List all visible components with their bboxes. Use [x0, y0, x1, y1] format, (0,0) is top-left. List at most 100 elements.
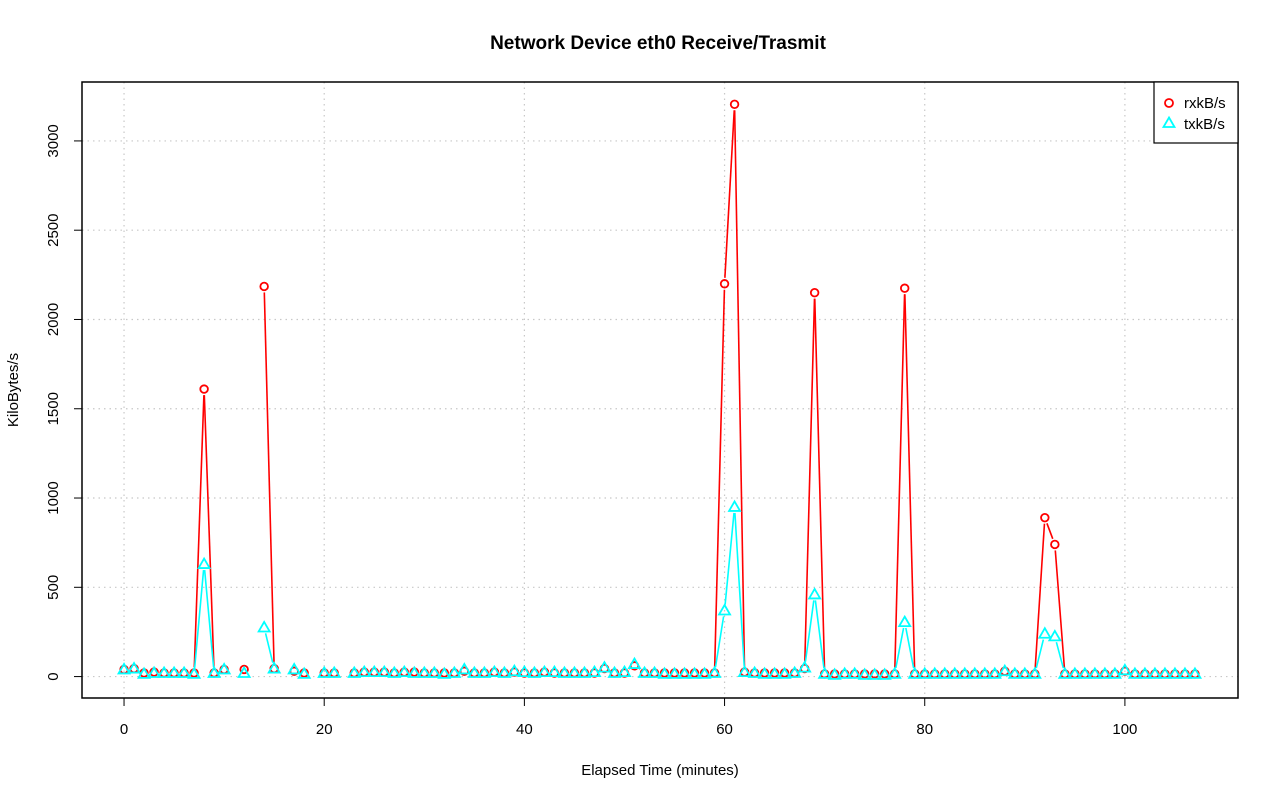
data-point-tx — [1067, 666, 1082, 679]
data-point-tx — [747, 665, 762, 678]
series-segment — [814, 600, 825, 669]
plot-series — [116, 99, 1203, 680]
series-segment — [724, 512, 735, 605]
data-point-tx — [957, 666, 972, 679]
data-point-tx — [297, 666, 312, 679]
data-point-tx — [527, 665, 542, 678]
data-point-tx — [487, 664, 502, 678]
legend-tx-marker — [1161, 115, 1177, 128]
data-point-tx — [377, 664, 392, 678]
data-point-tx — [1047, 629, 1062, 642]
data-point-tx — [857, 667, 872, 680]
data-point-tx — [727, 499, 742, 512]
data-point-tx — [467, 665, 482, 678]
y-tick-label: 1500 — [45, 392, 62, 425]
data-point-tx — [877, 667, 892, 680]
data-point-tx — [387, 665, 402, 678]
series-segment — [895, 627, 905, 669]
series-segment — [1035, 639, 1045, 669]
data-point-tx — [927, 666, 942, 679]
data-point-tx — [457, 662, 472, 675]
data-point-tx — [1137, 666, 1152, 679]
data-point-tx — [757, 666, 772, 679]
data-point-tx — [407, 665, 422, 678]
y-tick-label: 2500 — [45, 214, 62, 247]
series-segment — [813, 298, 826, 668]
data-point-tx — [707, 665, 722, 678]
data-point-tx — [1187, 666, 1203, 679]
grid — [82, 82, 1238, 698]
series-segment — [203, 395, 215, 668]
data-point-tx — [367, 664, 382, 678]
data-point-rx — [1050, 539, 1060, 550]
data-point-tx — [677, 666, 692, 679]
series-segment — [193, 395, 205, 668]
data-point-tx — [507, 663, 522, 677]
data-point-tx — [1017, 666, 1032, 679]
series-segment — [804, 600, 815, 662]
data-point-tx — [347, 665, 362, 678]
data-point-tx — [126, 661, 142, 674]
data-point-tx — [737, 664, 752, 678]
series-segment — [1054, 550, 1066, 668]
data-point-tx — [287, 662, 302, 675]
data-point-tx — [136, 666, 152, 679]
data-point-rx — [900, 283, 910, 293]
y-axis-label: KiloBytes/s — [5, 353, 22, 427]
data-point-tx — [1107, 666, 1122, 679]
data-point-tx — [477, 665, 492, 678]
data-point-tx — [1127, 666, 1142, 679]
data-point-tx — [987, 666, 1002, 679]
data-point-tx — [997, 663, 1012, 677]
data-point-tx — [867, 667, 882, 680]
data-point-tx — [317, 665, 332, 678]
data-point-tx — [157, 665, 172, 678]
data-point-tx — [657, 666, 672, 679]
x-tick-label: 20 — [316, 721, 333, 738]
data-point-tx — [257, 620, 272, 633]
data-point-rx — [809, 287, 820, 298]
data-point-tx — [967, 666, 982, 679]
data-point-tx — [417, 665, 432, 678]
legend-tx-label: txkB/s — [1184, 116, 1225, 133]
data-point-tx — [167, 665, 182, 678]
data-point-tx — [207, 665, 222, 678]
data-point-tx — [1037, 626, 1052, 639]
data-point-rx — [729, 99, 740, 110]
data-point-tx — [947, 666, 962, 679]
data-point-tx — [1157, 666, 1172, 679]
data-point-tx — [897, 614, 912, 628]
legend-box — [1153, 81, 1239, 144]
data-point-tx — [687, 666, 702, 679]
data-point-tx — [497, 665, 512, 678]
data-point-tx — [837, 666, 852, 679]
data-point-rx — [239, 664, 249, 675]
series-segment — [734, 512, 746, 667]
data-point-tx — [697, 666, 712, 679]
data-point-tx — [537, 664, 552, 678]
series-rxkB/s — [119, 99, 1200, 679]
data-point-tx — [917, 666, 932, 679]
data-point-tx — [637, 665, 652, 678]
x-tick-label: 60 — [716, 721, 733, 738]
data-point-rx — [259, 281, 269, 292]
series-segment — [713, 289, 726, 668]
plot-frame — [81, 81, 1239, 699]
data-point-tx — [237, 665, 252, 678]
data-point-tx — [1077, 666, 1092, 679]
data-point-tx — [977, 666, 992, 679]
series-segment — [1034, 523, 1046, 668]
data-point-tx — [197, 556, 212, 569]
data-point-tx — [397, 664, 412, 678]
data-point-tx — [1167, 666, 1183, 679]
data-point-tx — [187, 666, 202, 679]
data-point-tx — [1027, 666, 1042, 679]
data-point-tx — [607, 665, 622, 678]
data-point-tx — [327, 665, 342, 678]
data-point-tx — [767, 666, 782, 679]
series-txkB/s — [116, 499, 1203, 680]
series-segment — [904, 294, 916, 668]
data-point-tx — [937, 666, 952, 679]
data-point-tx — [116, 662, 132, 675]
